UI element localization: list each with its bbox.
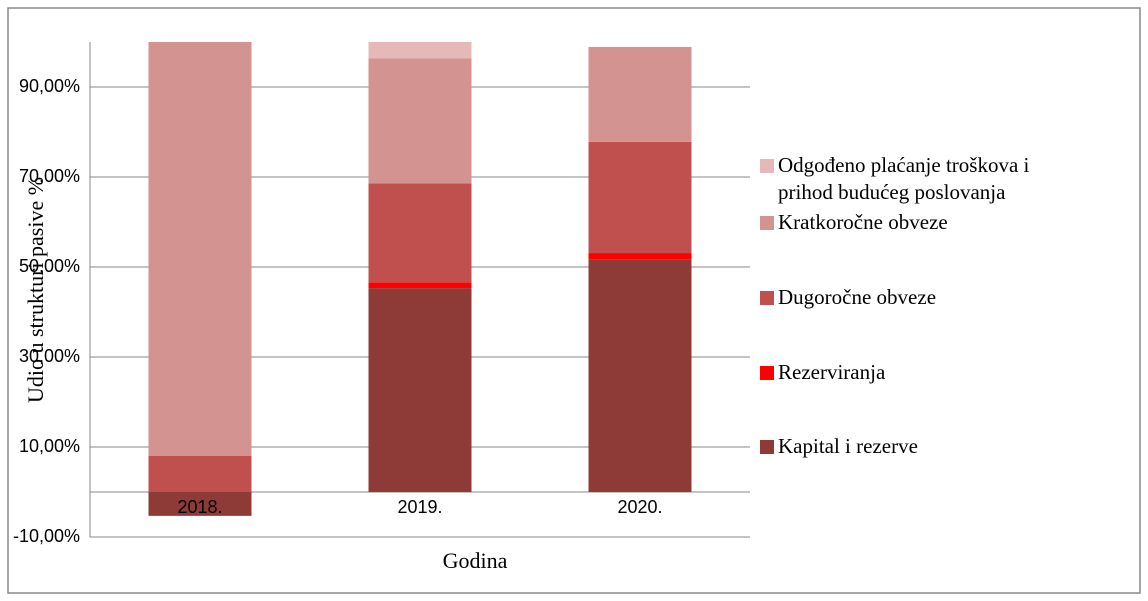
legend-swatch: [760, 440, 774, 454]
chart-border: [7, 7, 1141, 594]
legend-swatch: [760, 291, 774, 305]
legend-label: Odgođeno plaćanje troškova i prihod budu…: [778, 153, 1030, 204]
bar-segment: [588, 141, 692, 254]
legend-swatch: [760, 216, 774, 230]
bar-segment: [148, 492, 252, 516]
legend-item: Rezerviranja: [760, 359, 1078, 386]
legend-label: Rezerviranja: [778, 360, 886, 384]
x-tick-label: 2020.: [617, 497, 662, 517]
y-tick-label: -10,00%: [13, 526, 80, 546]
legend-item: Dugoročne obveze: [760, 284, 1078, 311]
bar-segment: [588, 259, 692, 492]
x-tick-label: 2018.: [177, 497, 222, 517]
bar-segment: [368, 288, 472, 492]
legend-label: Kratkoročne obveze: [778, 210, 948, 234]
y-tick-label: 50,00%: [19, 256, 80, 276]
bar-segment: [368, 282, 472, 289]
bar-segment: [588, 46, 692, 142]
x-axis-title: Godina: [443, 548, 508, 573]
bar-segment: [148, 456, 252, 492]
legend-swatch: [760, 366, 774, 380]
legend-item: Kratkoročne obveze: [760, 209, 1078, 236]
bar-segment: [368, 42, 472, 59]
legend-item: Odgođeno plaćanje troškova i prihod budu…: [760, 152, 1078, 206]
y-tick-label: 10,00%: [19, 436, 80, 456]
y-axis-title: Udio u strukturi pasive %: [23, 177, 48, 403]
bar-segment: [148, 42, 252, 456]
legend-item: Kapital i rezerve: [760, 433, 1078, 460]
bar-segment: [588, 253, 692, 260]
bar-segment: [368, 58, 472, 184]
bar-segment: [368, 183, 472, 283]
x-tick-label: 2019.: [397, 497, 442, 517]
legend-swatch: [760, 159, 774, 173]
legend-label: Dugoročne obveze: [778, 285, 937, 309]
y-tick-label: 30,00%: [19, 346, 80, 366]
y-tick-label: 70,00%: [19, 166, 80, 186]
y-tick-label: 90,00%: [19, 76, 80, 96]
legend-label: Kapital i rezerve: [778, 434, 918, 458]
